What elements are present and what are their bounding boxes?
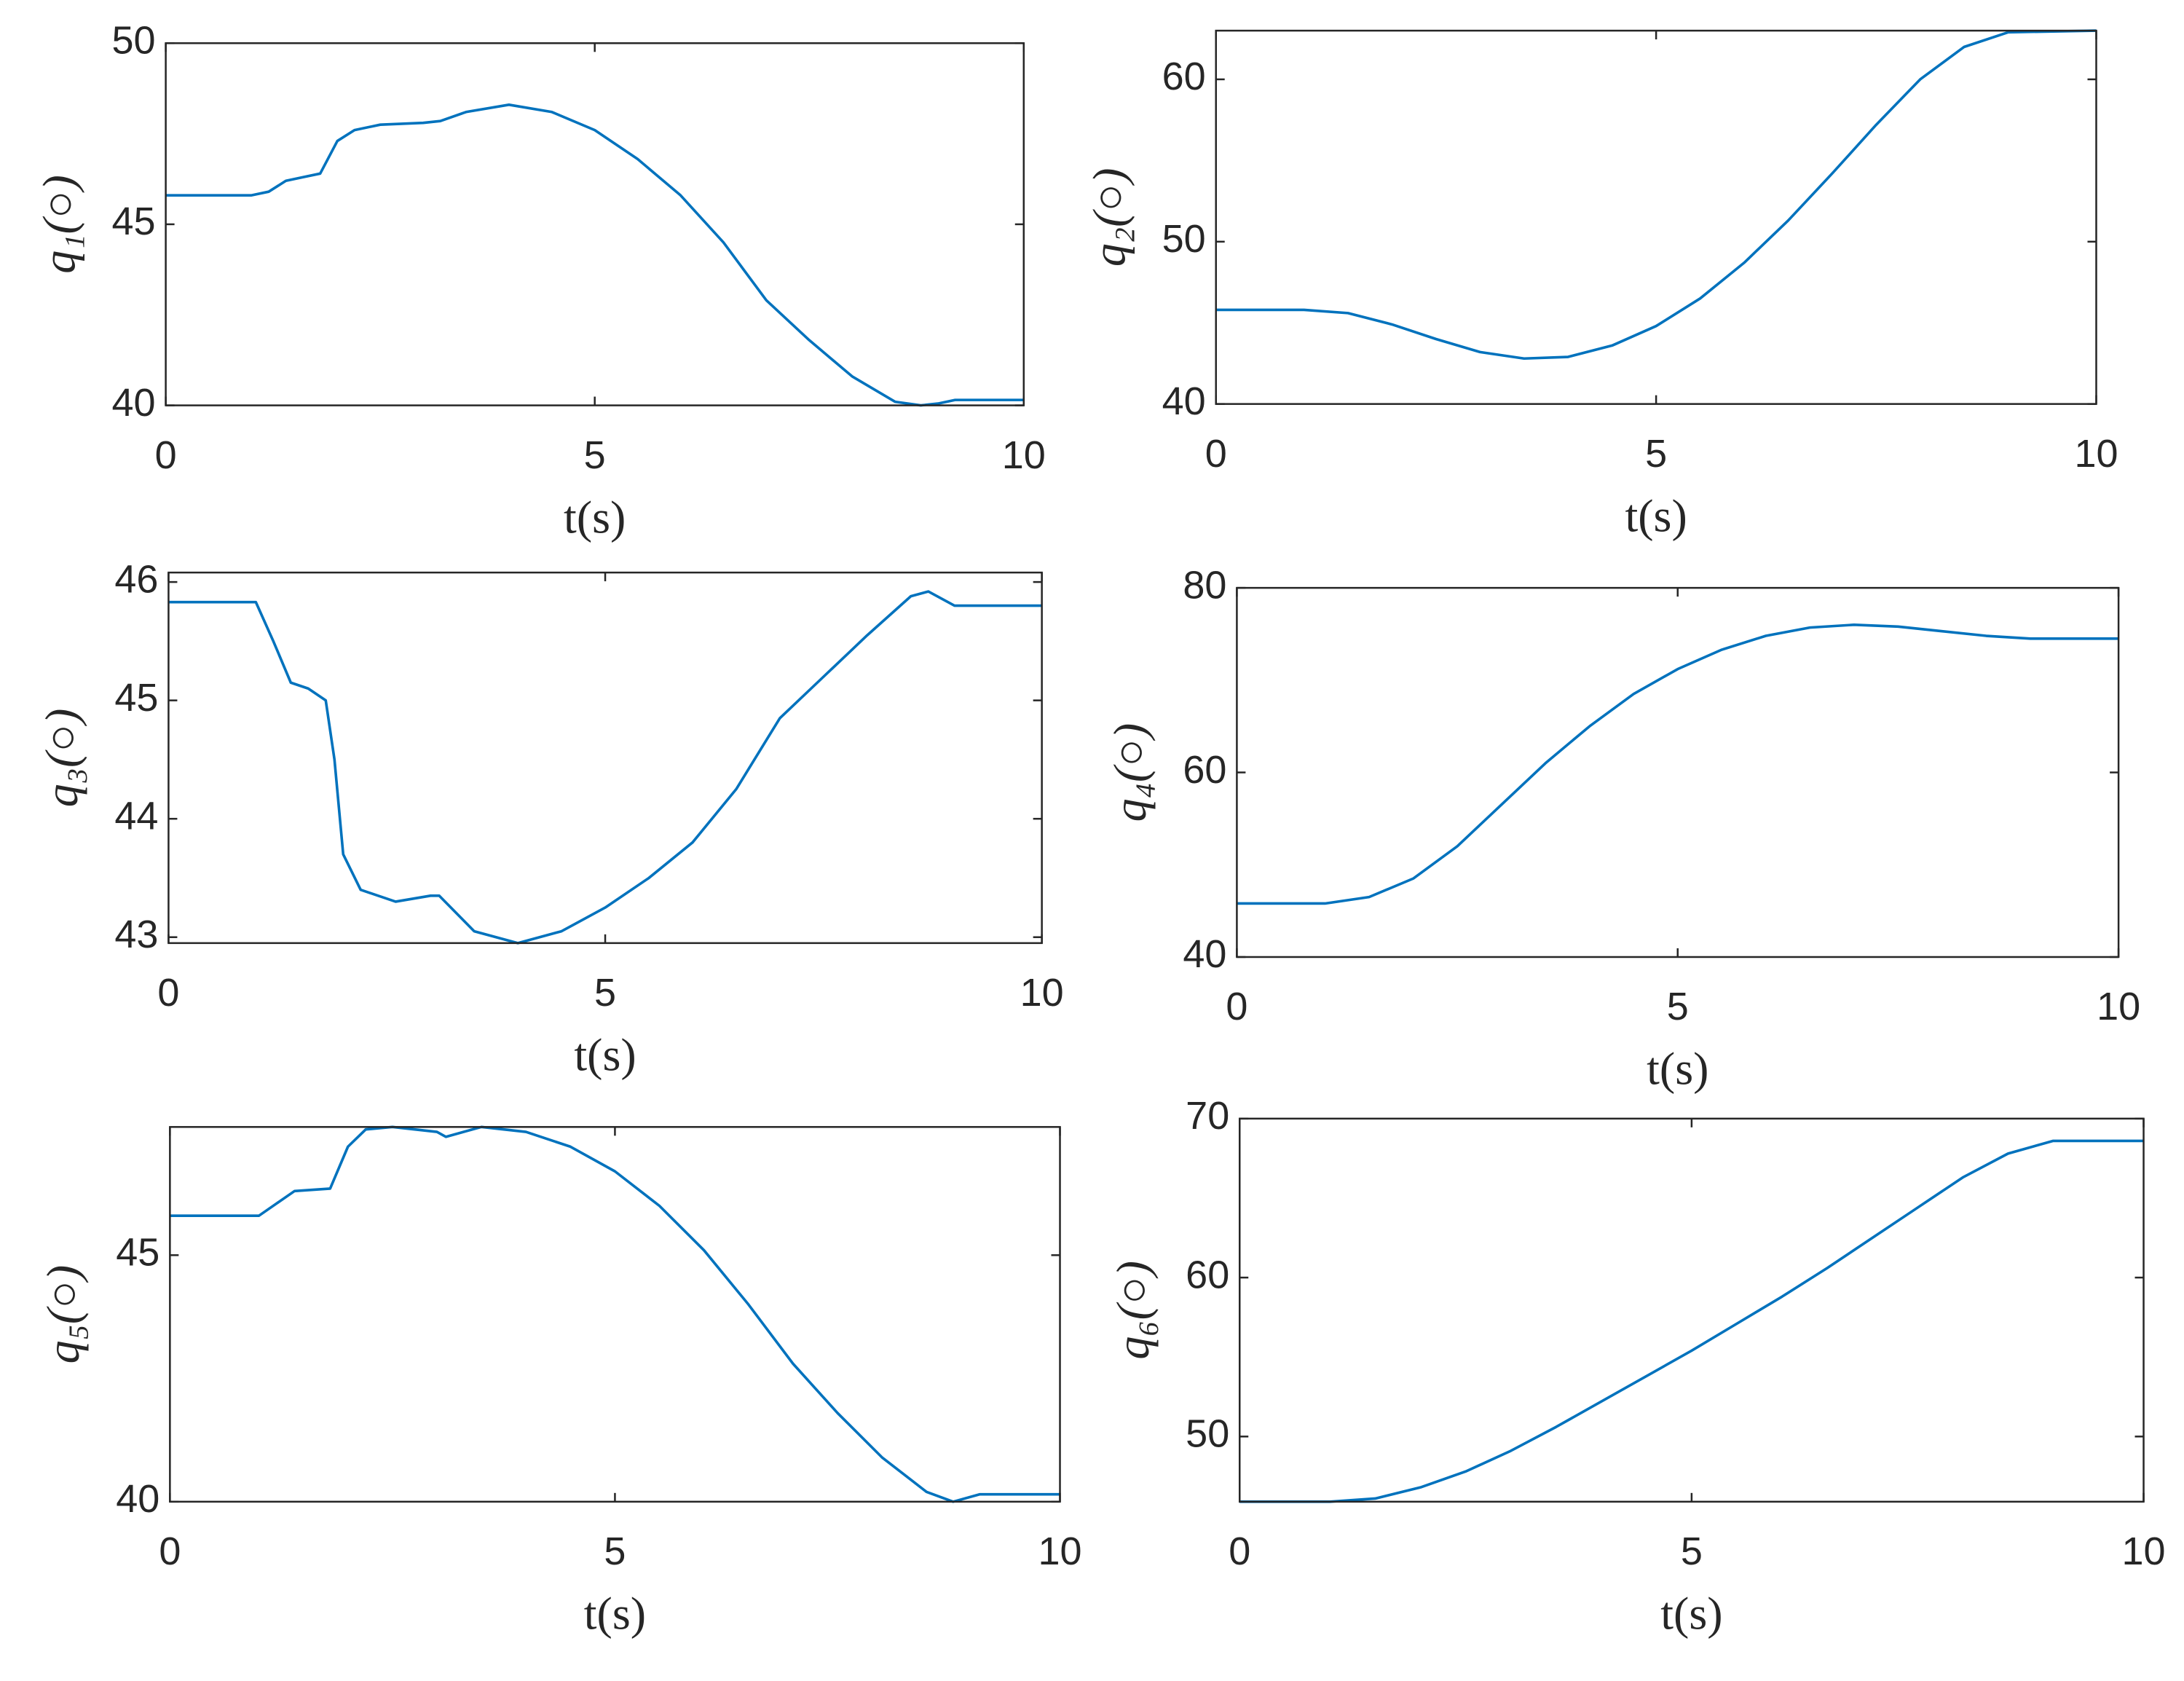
y-tick-label: 40 [1162,379,1206,423]
y-tick-label: 60 [1162,55,1206,98]
x-tick-label: 5 [1645,432,1667,476]
y-tick-label: 45 [112,200,156,243]
x-axis-label: t(s) [584,1588,646,1639]
x-axis-label: t(s) [574,1029,636,1081]
data-line [1237,623,2119,905]
x-tick-label: 0 [159,1530,181,1573]
y-axis-label: q₅(○) [37,1265,89,1364]
x-tick-label: 0 [1229,1530,1250,1573]
x-tick-label: 0 [1205,432,1227,476]
y-tick-label: 40 [112,381,156,425]
subplot: 0 5 10 40 45 t(s) q₅(○) [37,1125,1082,1639]
x-tick-label: 0 [1226,985,1247,1028]
plot-area [170,1127,1060,1502]
x-tick-label: 5 [1681,1530,1703,1573]
y-tick-label: 50 [1186,1412,1229,1456]
plot-area [168,572,1042,943]
y-tick-label: 60 [1186,1253,1229,1296]
x-axis-label: t(s) [1647,1043,1708,1095]
y-tick-label: 45 [116,1231,159,1275]
x-tick-label: 5 [584,433,606,477]
y-axis-label: q₃(○) [36,709,87,808]
y-tick-label: 50 [112,19,156,63]
x-tick-label: 5 [1667,985,1689,1028]
data-line [1215,29,2097,361]
y-tick-label: 44 [114,794,158,838]
x-tick-label: 5 [604,1530,626,1573]
data-line [168,590,1042,945]
x-tick-label: 0 [157,971,179,1015]
y-tick-label: 70 [1186,1094,1229,1138]
y-tick-label: 80 [1183,563,1226,607]
plot-area [165,43,1024,406]
y-axis-label: q₆(○) [1107,1261,1159,1360]
y-tick-label: 43 [114,913,158,956]
plot-area [1237,588,2119,957]
y-axis-label: q₂(○) [1083,168,1135,267]
x-axis-label: t(s) [1660,1588,1722,1639]
subplot: 0 5 10 40 60 80 t(s) q₄(○) [1104,563,2140,1094]
subplot: 0 5 10 40 50 60 t(s) q₂(○) [1083,29,2118,541]
x-tick-label: 0 [155,433,177,477]
x-tick-label: 10 [1038,1530,1081,1573]
y-tick-label: 60 [1183,748,1226,792]
data-line [1239,1139,2144,1503]
y-axis-label: q₄(○) [1104,723,1156,822]
subplot: 0 5 10 40 45 50 t(s) q₁(○) [33,19,1046,543]
x-axis-label: t(s) [564,491,626,543]
y-tick-label: 50 [1162,217,1206,261]
y-tick-label: 40 [1183,932,1226,976]
plot-area [1215,31,2097,404]
subplot: 0 5 10 43 44 45 46 t(s) q₃(○) [36,557,1064,1080]
x-tick-label: 10 [1020,971,1064,1015]
x-tick-label: 10 [2074,432,2118,476]
x-tick-label: 10 [2121,1530,2165,1573]
y-axis-label: q₁(○) [33,175,84,274]
data-line [170,1125,1060,1503]
y-tick-label: 46 [114,557,158,601]
subplot: 0 5 10 50 60 70 t(s) q₆(○) [1107,1094,2166,1639]
x-tick-label: 10 [2097,985,2140,1028]
data-line [165,103,1024,407]
plot-area [1239,1118,2144,1502]
y-tick-label: 45 [114,676,158,720]
x-tick-label: 5 [594,971,616,1015]
y-tick-label: 40 [116,1477,159,1521]
x-axis-label: t(s) [1625,489,1687,541]
x-tick-label: 10 [1002,433,1046,477]
